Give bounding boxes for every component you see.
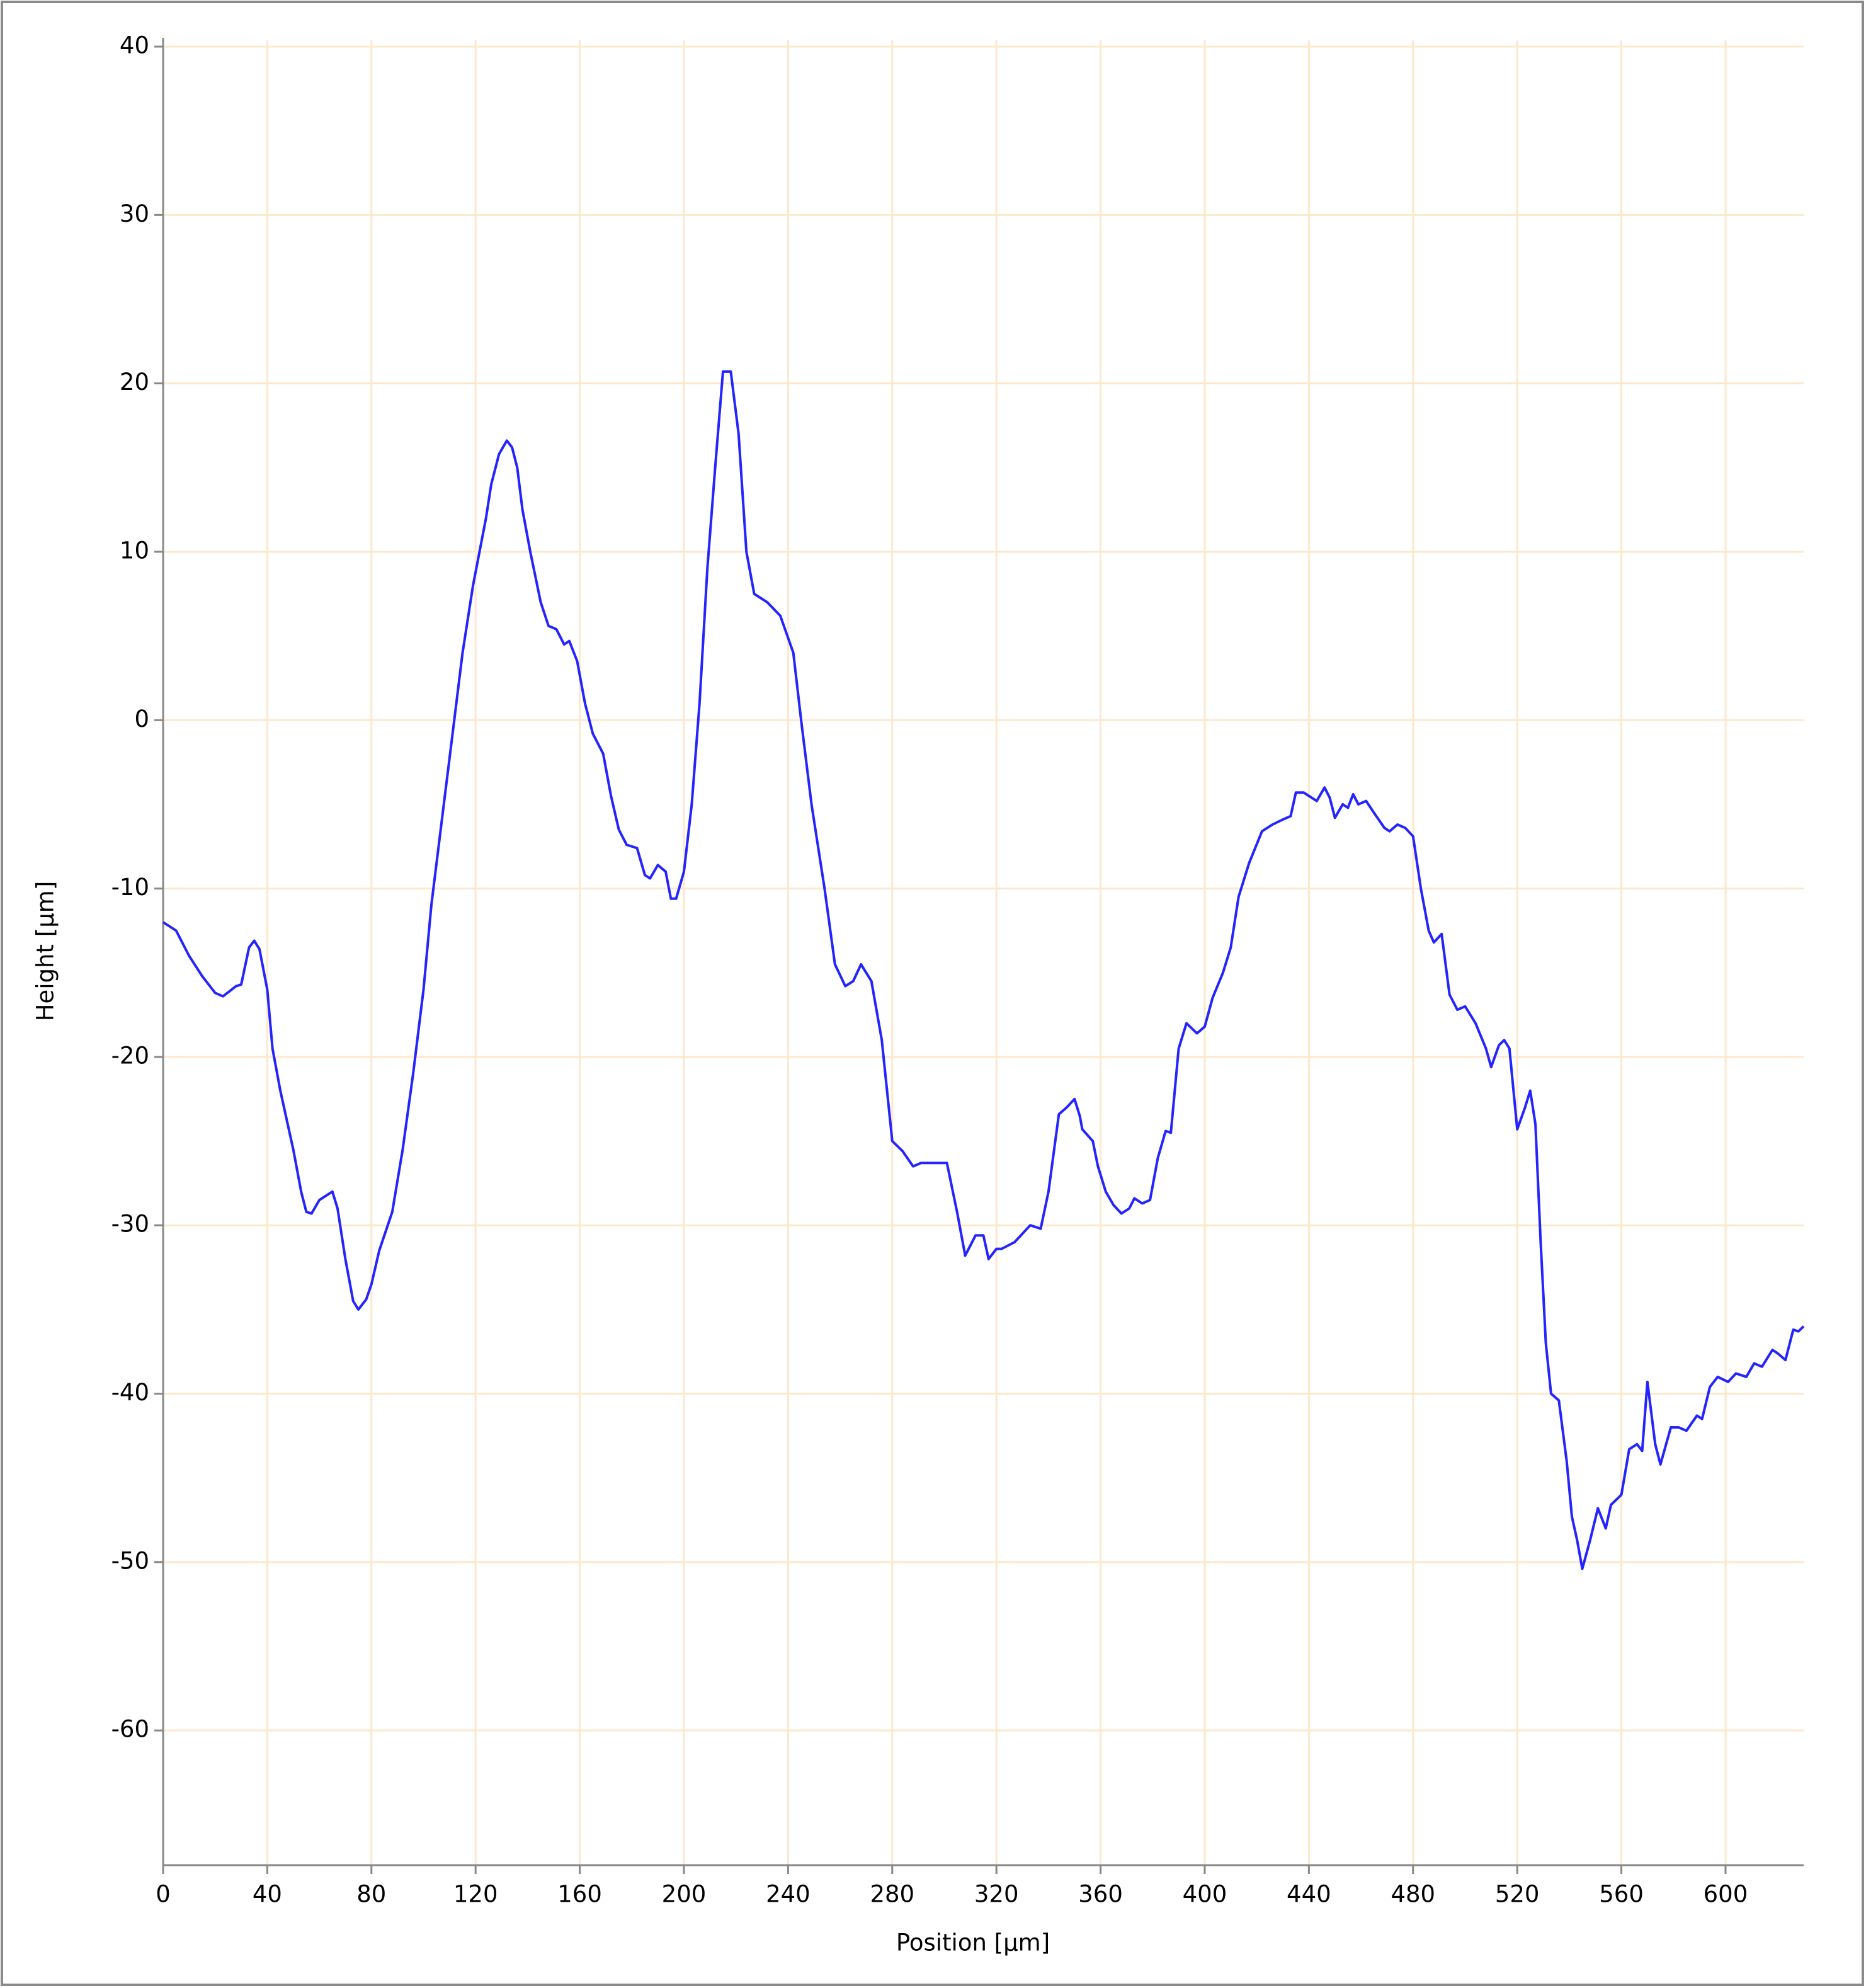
- x-tick-label: 0: [156, 1881, 171, 1908]
- x-tick-label: 400: [1183, 1881, 1227, 1908]
- x-tick-label: 40: [253, 1881, 282, 1908]
- y-tick-label: 10: [120, 537, 149, 564]
- x-tick-label: 120: [453, 1881, 498, 1908]
- y-tick-label: 40: [120, 32, 149, 59]
- y-tick-label: -50: [111, 1547, 149, 1574]
- y-tick-label: -10: [111, 874, 149, 901]
- x-tick-label: 600: [1704, 1881, 1748, 1908]
- x-tick-label: 360: [1078, 1881, 1123, 1908]
- y-axis-title: Height [µm]: [32, 881, 59, 1022]
- x-tick-label: 480: [1391, 1881, 1435, 1908]
- y-tick-label: -20: [111, 1042, 149, 1069]
- y-tick-label: 30: [120, 200, 149, 227]
- x-tick-label: 200: [662, 1881, 707, 1908]
- y-tick-label: -60: [111, 1716, 149, 1743]
- x-axis-title: Position [µm]: [896, 1929, 1050, 1957]
- x-tick-label: 80: [356, 1881, 386, 1908]
- x-tick-label: 160: [557, 1881, 602, 1908]
- y-tick-label: 20: [120, 368, 149, 396]
- y-tick-label: 0: [134, 706, 149, 733]
- x-tick-label: 280: [870, 1881, 914, 1908]
- x-tick-label: 240: [766, 1881, 811, 1908]
- x-tick-label: 320: [974, 1881, 1019, 1908]
- x-tick-label: 560: [1599, 1881, 1644, 1908]
- x-tick-label: 440: [1287, 1881, 1331, 1908]
- y-tick-label: -40: [111, 1379, 149, 1406]
- x-tick-label: 520: [1495, 1881, 1540, 1908]
- y-tick-label: -30: [111, 1211, 149, 1238]
- data-line: [162, 370, 1805, 1570]
